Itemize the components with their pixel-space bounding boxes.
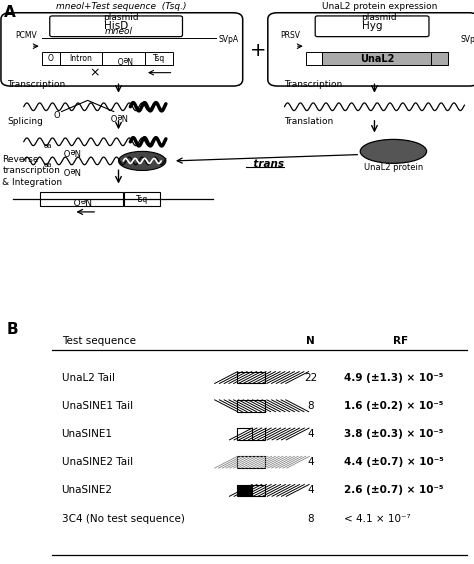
Text: UnaSINE2 Tail: UnaSINE2 Tail xyxy=(62,457,133,467)
Text: NeΟ: NeΟ xyxy=(116,54,132,63)
Text: < 4.1 × 10⁻⁷: < 4.1 × 10⁻⁷ xyxy=(344,514,410,523)
Text: 4: 4 xyxy=(307,486,314,495)
Text: SVpA: SVpA xyxy=(219,36,239,45)
Text: 4.4 (±0.7) × 10⁻⁵: 4.4 (±0.7) × 10⁻⁵ xyxy=(344,457,443,467)
FancyBboxPatch shape xyxy=(50,16,182,37)
Text: 2.6 (±0.7) × 10⁻⁵: 2.6 (±0.7) × 10⁻⁵ xyxy=(344,486,443,495)
Text: O: O xyxy=(54,111,60,120)
Text: Test sequence: Test sequence xyxy=(62,336,136,346)
Text: UnaSINE1 Tail: UnaSINE1 Tail xyxy=(62,401,133,411)
Bar xyxy=(237,456,265,468)
Text: trans: trans xyxy=(247,159,284,169)
Bar xyxy=(42,52,60,65)
Text: Transcription: Transcription xyxy=(284,80,343,89)
Text: NeΟ: NeΟ xyxy=(62,165,80,174)
Text: 22: 22 xyxy=(304,373,317,382)
Text: Intron: Intron xyxy=(70,54,92,63)
Text: SVpA: SVpA xyxy=(461,36,474,45)
Text: plasmid: plasmid xyxy=(361,13,397,22)
Text: UnaL2 protein expression: UnaL2 protein expression xyxy=(321,2,437,11)
Text: A: A xyxy=(4,5,16,20)
Text: UnaL2: UnaL2 xyxy=(360,54,394,64)
Text: plasmid: plasmid xyxy=(103,13,139,22)
Text: NeΟ: NeΟ xyxy=(62,146,80,155)
Bar xyxy=(431,52,448,65)
FancyBboxPatch shape xyxy=(268,13,474,86)
Text: NeΟ: NeΟ xyxy=(109,111,128,120)
Text: Splicing: Splicing xyxy=(7,117,43,126)
Text: UnaL2 protein: UnaL2 protein xyxy=(364,163,423,172)
Ellipse shape xyxy=(360,139,427,164)
Text: Transcription: Transcription xyxy=(7,80,65,89)
Text: 8: 8 xyxy=(307,514,314,523)
Text: Tsq: Tsq xyxy=(136,195,148,204)
Text: RF: RF xyxy=(393,336,408,346)
Text: UnaSINE2: UnaSINE2 xyxy=(62,486,113,495)
Text: N: N xyxy=(306,336,315,346)
Bar xyxy=(102,52,145,65)
Text: oa: oa xyxy=(43,143,52,149)
Text: 3C4 (No test sequence): 3C4 (No test sequence) xyxy=(62,514,184,523)
Bar xyxy=(124,192,160,206)
Text: ×: × xyxy=(90,67,100,80)
Text: PRSV: PRSV xyxy=(281,31,301,40)
Text: 8: 8 xyxy=(307,401,314,411)
Bar xyxy=(237,428,265,440)
Text: Reverse
transcription
& Integration: Reverse transcription & Integration xyxy=(2,155,63,187)
Bar xyxy=(237,372,265,384)
Text: 4: 4 xyxy=(307,429,314,439)
Text: mneol+Test sequence  (Tsq.): mneol+Test sequence (Tsq.) xyxy=(55,2,186,11)
Bar xyxy=(40,192,123,206)
Text: mneol: mneol xyxy=(104,27,133,36)
Text: PCMV: PCMV xyxy=(16,31,37,40)
Text: 1.6 (±0.2) × 10⁻⁵: 1.6 (±0.2) × 10⁻⁵ xyxy=(344,401,443,411)
Text: 3.8 (±0.3) × 10⁻⁵: 3.8 (±0.3) × 10⁻⁵ xyxy=(344,429,443,439)
Text: B: B xyxy=(7,323,19,337)
Text: UnaL2 Tail: UnaL2 Tail xyxy=(62,373,115,382)
Bar xyxy=(145,52,173,65)
Text: Translation: Translation xyxy=(284,117,334,126)
Bar xyxy=(252,428,265,440)
Text: oa: oa xyxy=(43,162,52,168)
Text: HisD: HisD xyxy=(104,21,128,31)
FancyBboxPatch shape xyxy=(315,16,429,37)
Text: Hyg: Hyg xyxy=(362,21,383,31)
Text: NeΟ: NeΟ xyxy=(72,195,91,204)
Bar xyxy=(60,52,102,65)
Ellipse shape xyxy=(118,151,166,170)
Text: 4: 4 xyxy=(307,457,314,467)
Bar xyxy=(237,484,252,496)
Bar xyxy=(322,52,431,65)
Text: 4.9 (±1.3) × 10⁻⁵: 4.9 (±1.3) × 10⁻⁵ xyxy=(344,373,443,382)
Bar xyxy=(306,52,322,65)
FancyBboxPatch shape xyxy=(1,13,243,86)
Text: UnaSINE1: UnaSINE1 xyxy=(62,429,113,439)
Text: O: O xyxy=(48,54,54,63)
Bar xyxy=(237,484,265,496)
Text: Tsq: Tsq xyxy=(153,54,165,63)
Bar xyxy=(237,400,265,412)
Text: +: + xyxy=(250,42,266,60)
